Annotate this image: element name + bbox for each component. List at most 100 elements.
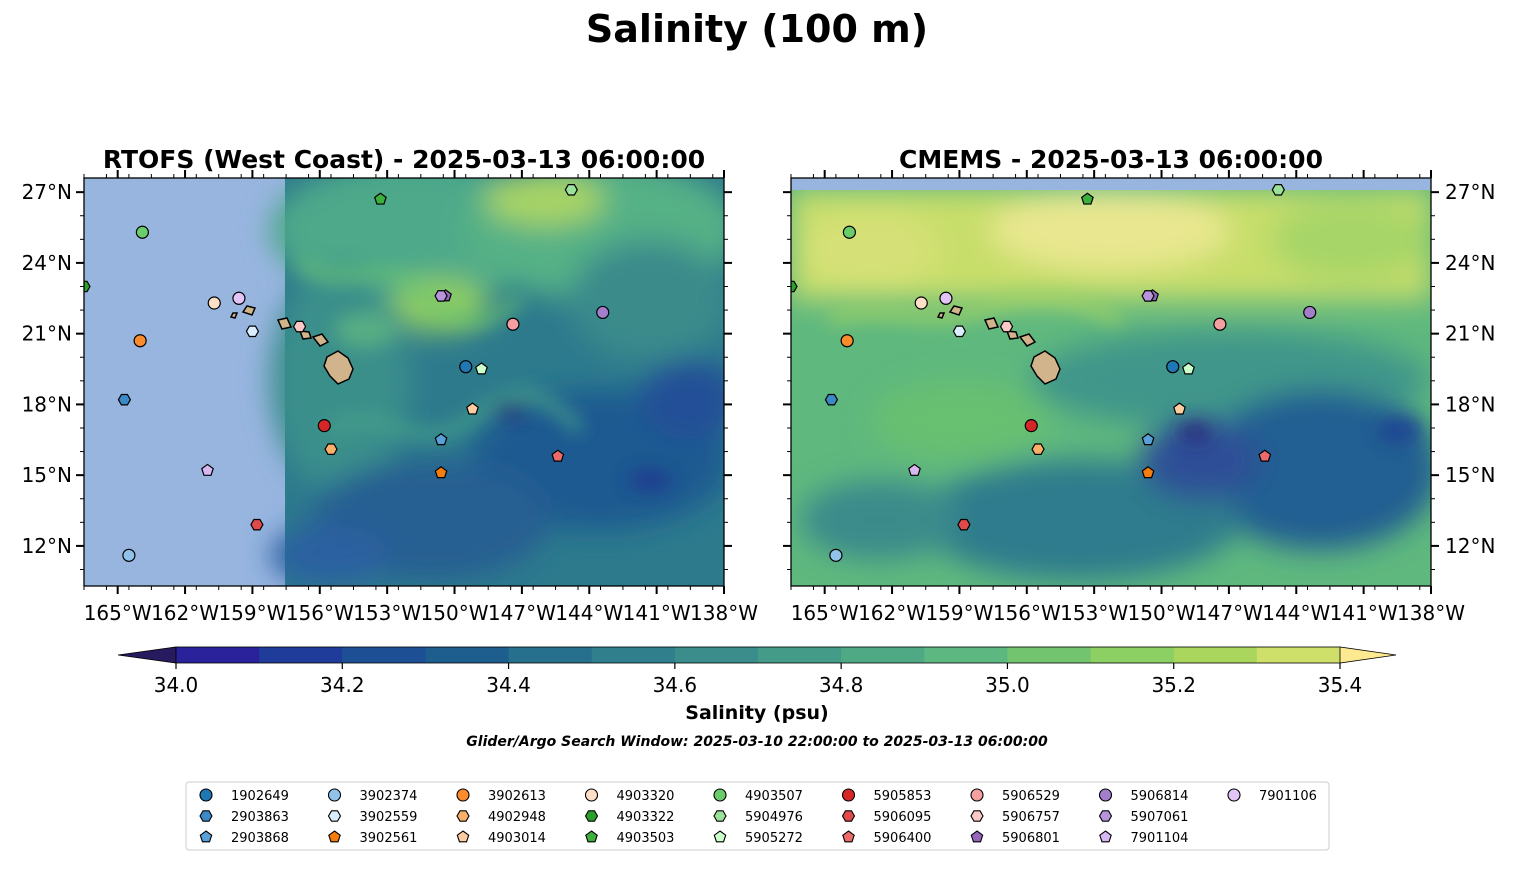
legend-marker-2903868	[199, 830, 213, 843]
cmems-xtick-label: 156°W	[993, 601, 1061, 625]
legend-item: 4903507	[713, 788, 803, 804]
cmems-marker-4903507	[842, 225, 856, 239]
legend-marker-4903320	[584, 788, 599, 802]
legend-item: 3902374	[327, 788, 418, 804]
legend-marker-5905272	[713, 830, 727, 843]
colorbar-tick-label: 35.2	[1151, 673, 1196, 697]
legend-item: 3902559	[327, 810, 417, 825]
legend-item: 1902649	[199, 788, 289, 804]
legend-marker-3902561	[328, 830, 341, 843]
rtofs-axes: 165°W 162°W 159°W 156°W 153°W 150°W 147°W 144°W…	[22, 170, 758, 625]
rtofs-ytick-label: 21°N	[22, 322, 72, 346]
colorbar-tick-label: 34.2	[320, 673, 365, 697]
colorbar-tick-label: 34.0	[154, 673, 199, 697]
legend-label: 2903863	[231, 810, 289, 825]
legend-marker-5906095	[841, 810, 856, 822]
rtofs-xtick-label: 147°W	[488, 601, 556, 625]
panel-cmems-title: CMEMS - 2025-03-13 06:00:00	[899, 145, 1323, 174]
legend-label: 7901104	[1131, 831, 1189, 846]
legend-item: 5905853	[841, 788, 931, 804]
rtofs-frame	[83, 177, 725, 587]
legend-label: 2903868	[231, 831, 289, 846]
legend-label: 3902561	[360, 831, 418, 846]
colorbar-bin	[1007, 647, 1092, 663]
legend-marker-5906757	[970, 810, 984, 822]
cmems-xtick-label: 159°W	[925, 601, 993, 625]
cmems-marker-4902948	[1031, 443, 1045, 456]
cmems-xtick-label: 141°W	[1330, 601, 1398, 625]
legend-marker-4902948	[456, 810, 470, 822]
rtofs-marker-7901104	[201, 463, 214, 476]
colorbar-extend-min	[117, 646, 177, 664]
cmems-xtick-label: 150°W	[1128, 601, 1196, 625]
cmems-marker-5906400	[1258, 449, 1272, 462]
legend-item: 4903320	[584, 788, 674, 804]
colorbar-bin	[1090, 647, 1175, 663]
rtofs-marker-5906095	[250, 518, 264, 531]
legend-marker-4903507	[713, 788, 727, 802]
cmems-marker-7901104	[908, 463, 921, 476]
legend-marker-3902613	[456, 788, 470, 802]
colorbar-outline	[175, 646, 1341, 664]
legend-label: 3902613	[488, 789, 546, 804]
rtofs-xtick-label: 141°W	[623, 601, 691, 625]
rtofs-ytick-label: 27°N	[22, 180, 72, 204]
rtofs-ytick-label: 12°N	[22, 534, 72, 558]
cmems-axes: 165°W 162°W 159°W 156°W 153°W 150°W 147°W 144°W…	[783, 170, 1495, 625]
legend-item: 5906400	[842, 830, 931, 846]
rtofs-xtick-label: 165°W	[84, 601, 152, 625]
colorbar: 34.0 34.2 34.4 34.6 34.8 35.0 35.2 35.4 Salinit…	[117, 646, 1397, 724]
rtofs-marker-4902948	[324, 443, 338, 456]
cmems-marker-2903868	[1141, 433, 1155, 446]
cmems-marker-5906814	[1303, 305, 1317, 320]
legend-label: 3902374	[360, 789, 418, 804]
legend-label: 5906095	[874, 810, 932, 825]
colorbar-bin	[758, 647, 842, 663]
legend-marker-4903014	[456, 830, 470, 843]
cmems-marker-5907061	[1141, 290, 1155, 302]
rtofs-xtick-label: 144°W	[555, 601, 623, 625]
colorbar-bin	[259, 647, 343, 663]
rtofs-xtick-label: 150°W	[421, 601, 489, 625]
legend-marker-7901104	[1099, 830, 1112, 843]
cmems-no-data-strip	[791, 178, 1431, 190]
cmems-marker-5906529	[1213, 317, 1227, 331]
legend-marker-7901106	[1227, 788, 1241, 802]
rtofs-marker-4903014	[466, 402, 479, 415]
legend-item: 2903868	[199, 830, 289, 846]
legend: 1902649 2903863 2903868 3902374 3902559 39025…	[185, 781, 1330, 851]
legend-label: 5906814	[1131, 789, 1189, 804]
colorbar-bin	[591, 647, 676, 663]
colorbar-tick-label: 34.8	[819, 673, 864, 697]
rtofs-ytick-label: 24°N	[22, 251, 72, 275]
rtofs-salinity-field	[270, 178, 724, 586]
colorbar-bin	[342, 647, 426, 663]
rtofs-hawaii-islands	[229, 305, 354, 385]
legend-label: 4903503	[617, 831, 675, 846]
colorbar-label: Salinity (psu)	[685, 702, 828, 724]
legend-marker-5906400	[842, 830, 855, 843]
legend-item: 5906529	[970, 788, 1060, 804]
legend-item: 3902613	[456, 788, 546, 804]
cmems-marker-3902374	[829, 548, 843, 562]
rtofs-markers	[84, 184, 610, 562]
rtofs-xtick-label: 162°W	[151, 601, 219, 625]
legend-item: 5907061	[1098, 810, 1188, 825]
colorbar-bin	[1256, 647, 1341, 663]
legend-label: 5906757	[1002, 810, 1060, 825]
legend-label: 1902649	[231, 789, 289, 804]
legend-entries: 1902649 2903863 2903868 3902374 3902559 39025…	[199, 788, 1317, 846]
panel-cmems: CMEMS - 2025-03-13 06:00:00	[783, 145, 1495, 625]
legend-item: 5906757	[970, 810, 1060, 825]
rtofs-marker-5906814	[596, 305, 610, 320]
cmems-xtick-label: 144°W	[1262, 601, 1330, 625]
cmems-ytick-label: 15°N	[1445, 463, 1495, 487]
cmems-xtick-label: 138°W	[1397, 601, 1465, 625]
rtofs-ytick-label: 18°N	[22, 392, 72, 416]
rtofs-marker-2903868	[434, 433, 448, 446]
colorbar-extend-max	[1339, 646, 1397, 664]
rtofs-marker-5907061	[434, 290, 448, 302]
rtofs-marker-3902374	[122, 548, 136, 562]
cmems-xtick-label: 147°W	[1195, 601, 1263, 625]
cmems-marker-3902561	[1141, 466, 1155, 479]
